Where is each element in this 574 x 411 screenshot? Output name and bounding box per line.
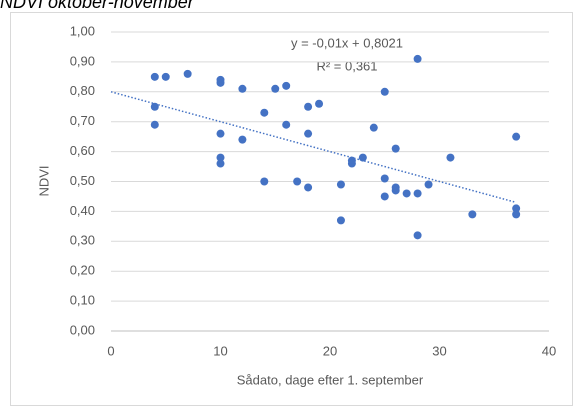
point bbox=[282, 120, 291, 129]
point bbox=[150, 102, 159, 111]
y-tick-label: 0,30 bbox=[70, 233, 95, 248]
chart-title: NDVI oktober-november bbox=[0, 0, 195, 12]
point bbox=[293, 177, 302, 186]
y-tick-label: 0,60 bbox=[70, 143, 95, 158]
y-tick-label: 0,20 bbox=[70, 263, 95, 278]
point bbox=[413, 231, 422, 240]
point bbox=[391, 186, 400, 195]
point bbox=[424, 180, 433, 189]
point bbox=[216, 159, 225, 168]
point bbox=[150, 120, 159, 129]
point bbox=[380, 87, 389, 96]
point bbox=[304, 129, 313, 138]
point bbox=[304, 183, 313, 192]
point bbox=[216, 129, 225, 138]
point bbox=[282, 81, 291, 90]
trend-equation: y = -0,01x + 0,8021 bbox=[291, 35, 403, 50]
point bbox=[183, 69, 192, 78]
point bbox=[260, 177, 269, 186]
point bbox=[336, 180, 345, 189]
point bbox=[380, 174, 389, 183]
point bbox=[315, 99, 324, 108]
x-tick-label: 0 bbox=[107, 343, 114, 358]
y-axis-title: NDVI bbox=[36, 165, 51, 196]
point bbox=[391, 144, 400, 153]
x-tick-label: 30 bbox=[432, 343, 446, 358]
y-tick-label: 0,50 bbox=[70, 173, 95, 188]
x-tick-label: 20 bbox=[323, 343, 337, 358]
x-axis-title: Sådato, dage efter 1. september bbox=[237, 372, 424, 387]
point bbox=[512, 204, 521, 213]
point bbox=[413, 189, 422, 198]
point bbox=[271, 84, 280, 93]
point bbox=[347, 159, 356, 168]
point bbox=[216, 78, 225, 87]
y-tick-label: 0,00 bbox=[70, 322, 95, 337]
point bbox=[238, 135, 247, 144]
point bbox=[336, 216, 345, 225]
point bbox=[369, 123, 378, 132]
point bbox=[304, 102, 313, 111]
x-tick-label: 10 bbox=[213, 343, 227, 358]
y-tick-label: 0,10 bbox=[70, 293, 95, 308]
chart-frame bbox=[10, 12, 573, 406]
point bbox=[446, 153, 455, 162]
y-tick-label: 1,00 bbox=[70, 23, 95, 38]
point bbox=[150, 72, 159, 81]
point bbox=[161, 72, 170, 81]
point bbox=[512, 210, 521, 219]
point bbox=[380, 192, 389, 201]
y-tick-label: 0,80 bbox=[70, 83, 95, 98]
y-tick-label: 0,90 bbox=[70, 53, 95, 68]
y-tick-label: 0,70 bbox=[70, 113, 95, 128]
point bbox=[238, 84, 247, 93]
point bbox=[512, 132, 521, 141]
trend-r2: R² = 0,361 bbox=[316, 58, 377, 73]
point bbox=[402, 189, 411, 198]
y-tick-label: 0,40 bbox=[70, 203, 95, 218]
point bbox=[260, 108, 269, 117]
point bbox=[468, 210, 477, 219]
point bbox=[358, 153, 367, 162]
point bbox=[216, 153, 225, 162]
x-tick-label: 40 bbox=[542, 343, 556, 358]
point bbox=[413, 54, 422, 63]
